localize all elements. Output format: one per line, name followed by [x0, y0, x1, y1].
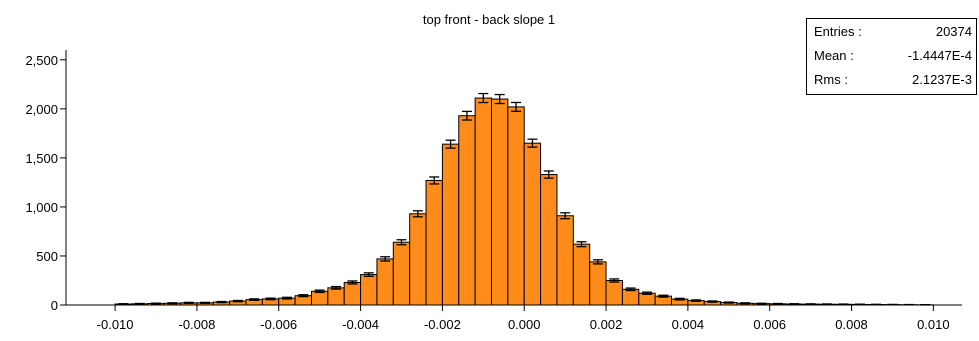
histogram-bar	[409, 213, 427, 306]
error-bar	[331, 285, 342, 290]
error-bar	[821, 303, 832, 306]
error-bar	[232, 299, 243, 303]
y-tick-label: 1,000	[25, 200, 58, 215]
stats-mean-row: Mean : -1.4447E-4	[814, 46, 972, 65]
error-bar	[543, 170, 554, 179]
error-bar	[805, 303, 816, 306]
error-bar	[363, 272, 374, 277]
error-bar	[674, 297, 685, 301]
x-tick-label: 0.000	[508, 317, 541, 332]
histogram-bar	[572, 243, 591, 306]
error-bar	[527, 138, 538, 148]
stats-entries-value: 20374	[935, 24, 972, 39]
y-tick-label: 1,500	[25, 151, 58, 166]
error-bar	[707, 300, 718, 303]
x-tick-label: 0.006	[753, 317, 786, 332]
stats-box: Entries : 20374 Mean : -1.4447E-4 Rms : …	[806, 18, 977, 95]
stats-entries-row: Entries : 20374	[814, 22, 972, 41]
error-bar	[511, 101, 522, 112]
histogram-bar	[441, 143, 460, 306]
chart-title: top front - back slope 1	[423, 12, 555, 27]
error-bar	[281, 296, 292, 300]
x-tick-label: 0.004	[672, 317, 705, 332]
histogram-bar	[540, 174, 558, 306]
stats-entries-label: Entries :	[814, 24, 862, 39]
error-bar	[789, 303, 800, 305]
x-tick-label: -0.004	[342, 317, 379, 332]
x-tick-label: 0.002	[590, 317, 623, 332]
error-bar	[396, 239, 407, 246]
error-bar	[691, 299, 702, 302]
error-bar	[134, 302, 145, 305]
error-bar	[625, 287, 636, 292]
error-bar	[314, 289, 325, 294]
error-bar	[265, 297, 276, 301]
x-tick-label: -0.006	[260, 317, 297, 332]
y-tick-label: 500	[36, 249, 58, 264]
error-bar	[658, 294, 669, 298]
histogram-bar	[490, 98, 509, 306]
histogram-bar	[605, 279, 623, 306]
histogram-bar	[360, 274, 378, 306]
error-bar	[772, 302, 783, 305]
error-bar	[249, 298, 260, 301]
y-tick-label: 2,500	[25, 53, 58, 68]
histogram-bar	[621, 288, 640, 306]
histogram-bar	[523, 142, 542, 306]
error-bar	[560, 212, 571, 220]
error-bar	[445, 139, 456, 149]
error-bar	[461, 110, 472, 121]
error-bar	[298, 294, 309, 298]
error-bar	[412, 210, 423, 218]
histogram-bar	[343, 281, 362, 306]
error-bar	[576, 241, 587, 248]
x-tick-label: 0.008	[835, 317, 868, 332]
x-tick-label: 0.010	[917, 317, 950, 332]
error-bar	[347, 280, 358, 285]
y-tick-label: 2,000	[25, 102, 58, 117]
error-bar	[200, 301, 211, 304]
histogram-bar	[376, 258, 394, 306]
axes-group: 0 500 1,000 1,500 2,000 2,500 -0.010 -0.008 -0.0…	[25, 50, 962, 332]
error-bar	[183, 301, 194, 304]
stats-mean-value: -1.4447E-4	[907, 48, 972, 63]
y-tick-label: 0	[51, 298, 58, 313]
histogram-bar	[327, 287, 345, 306]
error-bar	[380, 256, 391, 262]
histogram-bar	[392, 241, 411, 306]
error-bar	[609, 278, 620, 283]
error-bar	[167, 302, 178, 305]
error-bar	[756, 302, 767, 305]
error-bar	[478, 92, 489, 104]
histogram-bar	[425, 179, 443, 306]
error-bar	[740, 302, 751, 305]
histogram-bar	[638, 292, 656, 306]
error-bar	[723, 301, 734, 304]
stats-rms-row: Rms : 2.1237E-3	[814, 70, 972, 89]
x-tick-label: -0.002	[424, 317, 461, 332]
stats-rms-label: Rms :	[814, 72, 848, 87]
error-bar	[641, 291, 652, 295]
stats-mean-label: Mean :	[814, 48, 854, 63]
error-bar	[118, 303, 129, 305]
error-bar	[494, 93, 505, 105]
histogram-bar	[474, 97, 492, 306]
histogram-bar	[310, 290, 329, 306]
stats-rms-value: 2.1237E-3	[912, 72, 972, 87]
x-tick-label: -0.008	[178, 317, 215, 332]
bars-group	[114, 97, 934, 306]
histogram-bar	[507, 106, 525, 306]
error-bar	[838, 303, 849, 306]
histogram-bar	[556, 215, 574, 306]
error-bar	[151, 302, 162, 305]
histogram-bar	[589, 261, 607, 306]
error-bar	[592, 259, 603, 265]
error-bar	[216, 300, 227, 304]
x-tick-label: -0.010	[97, 317, 134, 332]
error-bar	[429, 176, 440, 185]
histogram-bar	[458, 115, 476, 306]
